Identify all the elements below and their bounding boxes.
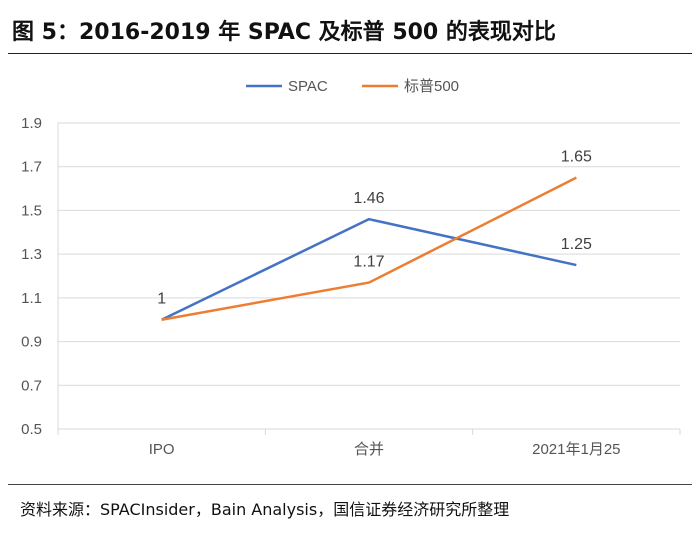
legend-label: SPAC [288, 78, 328, 95]
y-tick-label: 1.7 [21, 159, 42, 176]
y-tick-label: 0.5 [21, 421, 42, 438]
x-axis-ticks: IPO 合并 2021年1月25 [149, 441, 621, 458]
x-tick-label: IPO [149, 441, 175, 458]
line-chart: 0.50.70.91.11.31.51.71.9 IPO 合并 2021年1月25 … [21, 78, 681, 458]
y-axis-ticks: 0.5 0.7 0.9 1.1 1.3 1.5 1.7 1.9 [21, 115, 42, 438]
y-tick-label: 0.7 [21, 377, 42, 394]
series-line [161, 176, 577, 321]
x-tick-label: 合并 [354, 441, 384, 458]
data-labels: 1 1.46 1.25 1.17 1.65 [157, 149, 592, 308]
data-label: 1.17 [353, 254, 384, 271]
title-divider [8, 53, 692, 54]
figure-title: 图 5：2016-2019 年 SPAC 及标普 500 的表现对比 [12, 20, 556, 45]
y-tick-label: 1.3 [21, 246, 42, 263]
source-divider [8, 484, 692, 485]
y-tick-label: 1.9 [21, 115, 42, 132]
y-tick-label: 1.5 [21, 202, 42, 219]
series-line [161, 217, 577, 321]
y-tick-label: 1.1 [21, 290, 42, 307]
source-note: 资料来源：SPACInsider，Bain Analysis，国信证券经济研究所… [20, 500, 510, 519]
data-label: 1 [157, 291, 166, 308]
legend: SPAC 标普500 [246, 78, 459, 95]
y-tick-label: 0.9 [21, 334, 42, 351]
data-label: 1.65 [561, 149, 592, 166]
data-label: 1.25 [561, 236, 592, 253]
legend-label: 标普500 [404, 78, 459, 95]
series-lines [161, 176, 577, 321]
gridlines [57, 122, 681, 435]
x-tick-label: 2021年1月25 [532, 441, 620, 458]
figure-header: 图 5：2016-2019 年 SPAC 及标普 500 的表现对比 [0, 0, 700, 56]
data-label: 1.46 [353, 190, 384, 207]
